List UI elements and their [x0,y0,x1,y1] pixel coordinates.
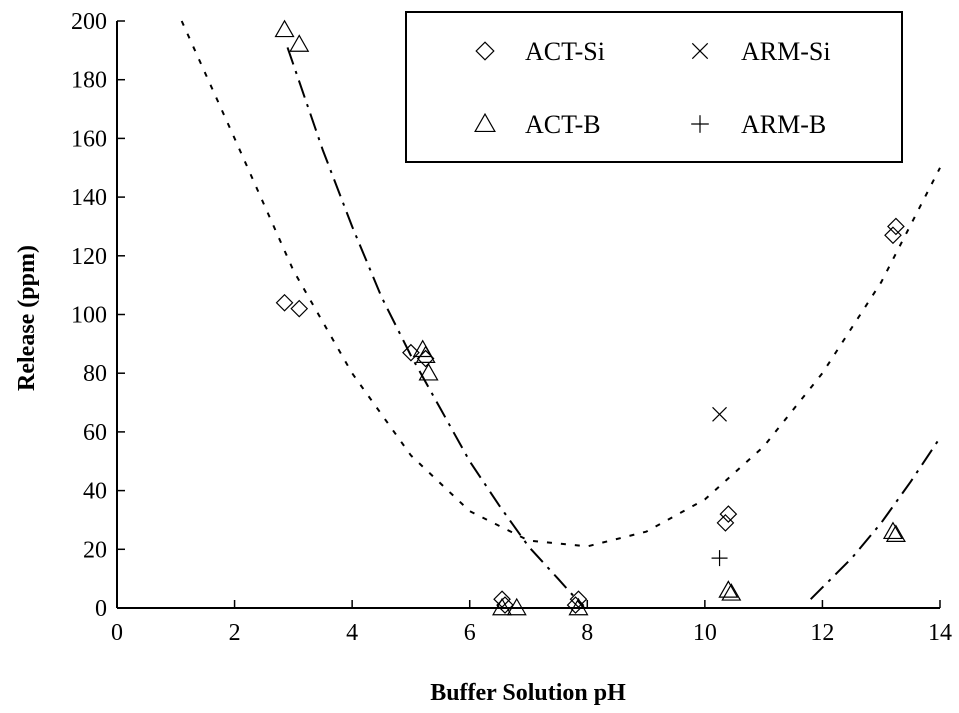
y-tick-label: 160 [71,126,107,152]
legend-marker-act-b [474,112,496,133]
data-point-arm-b [711,550,728,567]
data-point-act-si [716,514,735,532]
legend-marker-arm-si [691,42,709,60]
fit-curve-dashed [180,20,941,548]
data-point-act-b [492,597,513,616]
y-tick-label: 100 [71,303,107,329]
fit-curve-dash-dot [809,437,941,600]
fit-curves [180,20,941,609]
data-point-act-b [289,34,310,52]
x-tick-label: 6 [464,620,476,646]
x-tick-label: 0 [111,620,123,646]
data-point-act-si [290,299,309,318]
y-axis-title: Release (ppm) [14,245,40,391]
legend-box [405,11,903,163]
legend-marker-act-si [475,41,495,61]
y-tick-label: 60 [83,420,107,446]
data-point-act-b [721,583,742,601]
data-point-act-b [882,521,904,540]
legend-label-act-si: ACT-Si [525,37,605,66]
x-tick-label: 10 [693,620,717,646]
data-point-arm-si [712,406,727,422]
legend-marker-shape [691,115,709,133]
data-point-act-si [275,293,294,312]
y-tick-label: 20 [83,537,107,563]
data-point-act-si [569,590,588,609]
data-point-act-b [568,597,589,616]
data-point-act-si [887,217,905,236]
y-tick-label: 40 [83,479,107,505]
data-point-act-b [885,524,906,542]
data-point-act-b [274,19,295,38]
y-tick-label: 0 [95,596,107,622]
legend-marker-arm-b [691,115,709,133]
x-axis-title: Buffer Solution pH [430,680,626,706]
data-point-act-si [493,590,511,609]
y-tick-label: 80 [83,361,107,387]
legend-marker-shape [474,112,496,133]
data-point-act-si [719,505,738,523]
y-tick-label: 120 [71,244,107,270]
legend-marker-shape [691,42,709,60]
data-point-act-b [415,345,436,363]
legend: ACT-Si ARM-Si ACT-B ARM-B [405,11,903,163]
data-point-act-b [506,597,527,616]
data-point-act-si [416,349,435,368]
x-tick-label: 14 [928,620,952,646]
x-tick-label: 4 [346,620,358,646]
y-tick-label: 200 [71,9,107,35]
legend-marker-shape [475,41,495,61]
x-tick-label: 2 [229,620,241,646]
data-point-act-si [884,226,902,245]
y-tick-label: 140 [71,185,107,211]
x-tick-label: 12 [810,620,834,646]
legend-label-arm-si: ARM-Si [741,37,831,66]
fit-curve-dash-dot [286,47,586,609]
legend-label-act-b: ACT-B [525,110,601,139]
data-point-act-b [718,580,739,598]
data-points [274,19,906,616]
data-point-act-b [418,362,439,381]
data-point-act-si [402,343,420,362]
legend-label-arm-b: ARM-B [741,110,826,139]
y-tick-label: 180 [71,68,107,94]
x-tick-label: 8 [581,620,593,646]
